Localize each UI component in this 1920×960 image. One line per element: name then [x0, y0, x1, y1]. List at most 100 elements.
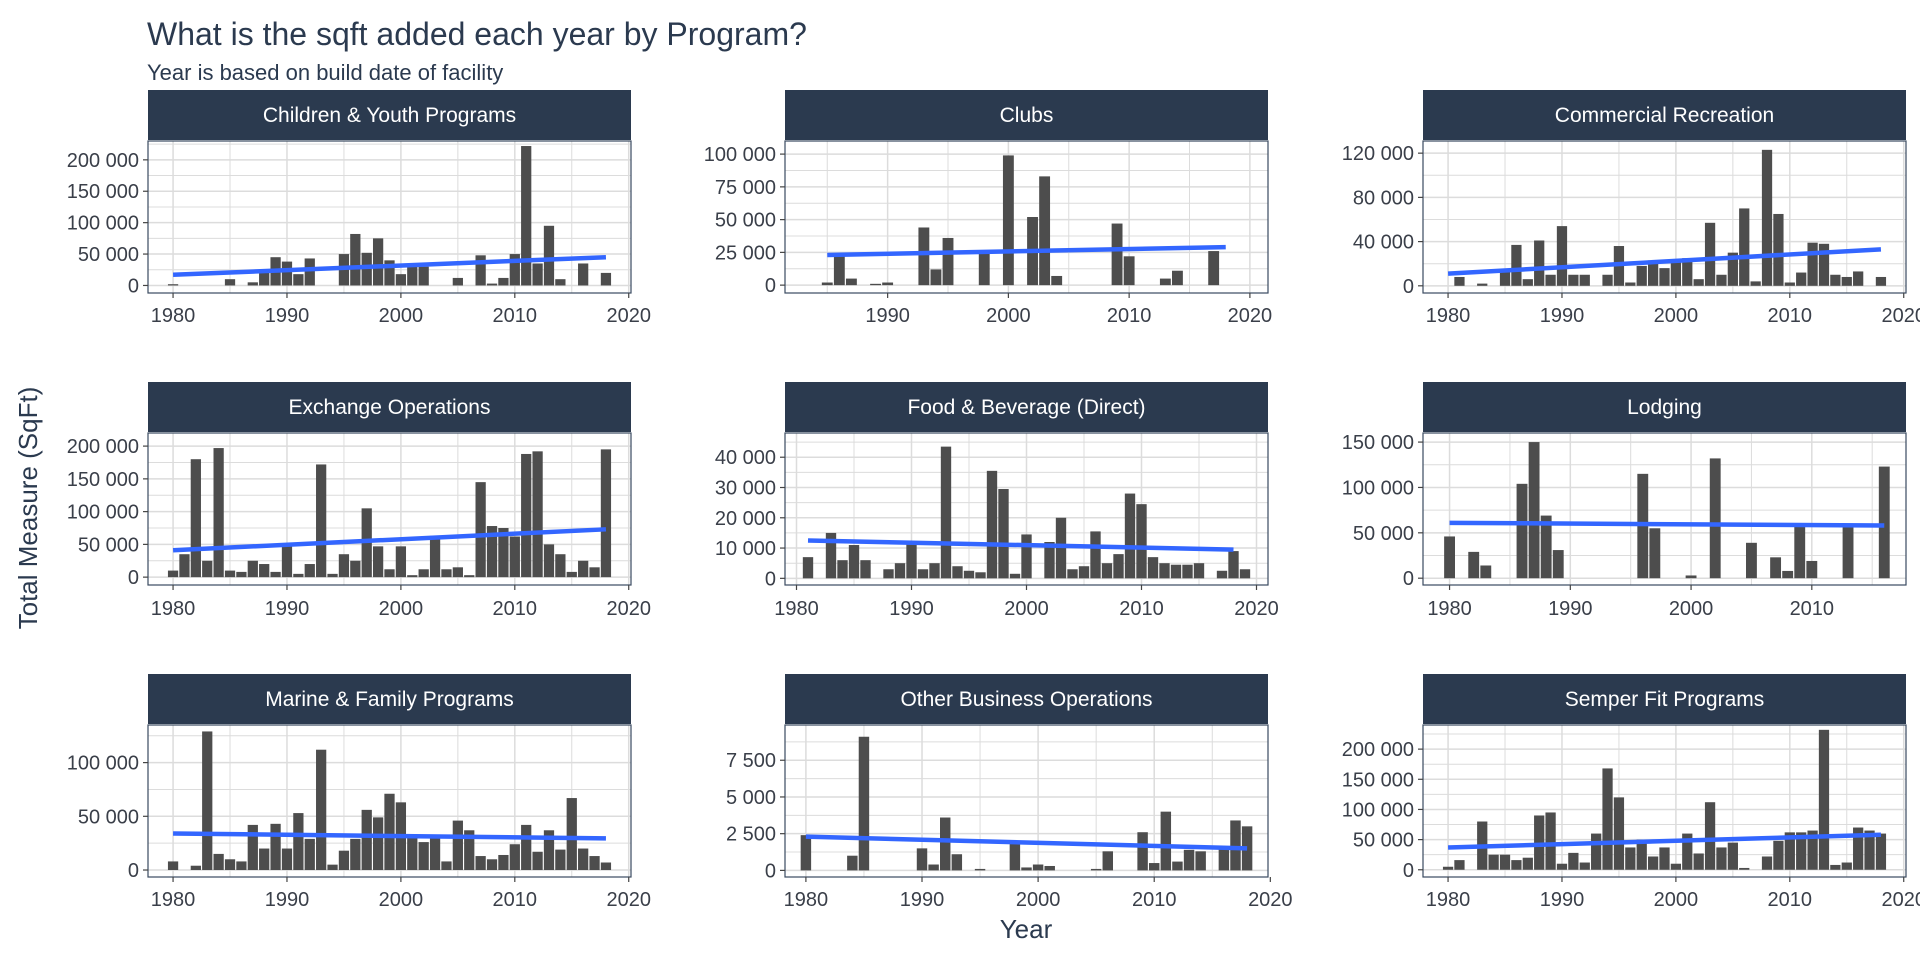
bar [928, 864, 939, 871]
bar [1796, 272, 1807, 286]
bar [1534, 240, 1545, 286]
bar [543, 225, 555, 286]
bar [1078, 566, 1090, 579]
bar [1761, 856, 1773, 870]
x-tick-label: 2000 [1016, 889, 1061, 911]
bar [1552, 550, 1564, 579]
bar [1591, 833, 1602, 870]
bar [1794, 526, 1806, 579]
bar [1009, 573, 1021, 579]
bar [327, 864, 338, 871]
bar [845, 278, 857, 286]
bar [1716, 847, 1727, 870]
bar [1704, 222, 1716, 286]
y-tick-label: 120 000 [1342, 143, 1414, 165]
bar [1137, 832, 1148, 871]
facet-panels: Children & Youth Programs 0 50 000 100 000 1… [67, 90, 1920, 911]
bar [1796, 832, 1807, 870]
bar [1682, 833, 1693, 870]
panel-border [784, 140, 1269, 294]
x-tick-label: 2010 [1768, 889, 1813, 911]
y-tick-label: 0 [1403, 276, 1414, 298]
bar [384, 569, 395, 578]
bar [986, 470, 998, 579]
bar [429, 535, 441, 578]
bar [521, 824, 532, 871]
bar [1216, 570, 1228, 579]
bar [1556, 863, 1568, 870]
bar [1172, 270, 1183, 286]
y-tick-label: 200 000 [67, 436, 139, 458]
bar [464, 830, 475, 871]
bar [1636, 839, 1647, 870]
panel-border [147, 432, 632, 586]
y-tick-label: 100 000 [704, 144, 776, 166]
bar [247, 824, 258, 871]
facet-panel: Children & Youth Programs 0 50 000 100 000 1… [67, 90, 651, 327]
bar [1136, 504, 1147, 579]
facet-panel: Marine & Family Programs 0 50 000 100 000 19… [67, 674, 651, 911]
bar [498, 277, 509, 286]
y-tick-label: 7 500 [726, 750, 776, 772]
bar [509, 536, 520, 578]
bar [1841, 862, 1852, 870]
bar [224, 859, 236, 871]
facet-strip [785, 674, 1268, 724]
y-tick-label: 0 [128, 860, 139, 882]
x-tick-label: 1980 [774, 598, 819, 620]
bar [202, 731, 213, 871]
bar [486, 526, 498, 578]
bar [407, 837, 418, 871]
y-tick-label: 100 000 [67, 753, 139, 775]
facet-strip [1423, 382, 1906, 432]
bar [600, 449, 612, 578]
bar [1444, 536, 1455, 579]
y-tick-label: 30 000 [715, 478, 776, 500]
bar [1208, 251, 1220, 286]
bar [281, 261, 293, 286]
bar [293, 573, 304, 578]
bar [361, 809, 372, 871]
panel-border [1422, 724, 1907, 878]
bar [1727, 842, 1738, 870]
y-tick-label: 10 000 [715, 538, 776, 560]
bar [1727, 252, 1738, 286]
bar [1090, 531, 1101, 579]
x-tick-label: 2010 [493, 889, 538, 911]
bar [475, 856, 486, 871]
x-tick-label: 2000 [1654, 889, 1699, 911]
bar [1183, 849, 1195, 871]
bar [1101, 563, 1113, 579]
y-tick-label: 150 000 [1342, 769, 1414, 791]
x-tick-label: 1990 [265, 598, 310, 620]
bar [882, 282, 894, 286]
bar [1511, 244, 1522, 286]
bar [1545, 274, 1556, 286]
y-tick-label: 150 000 [67, 469, 139, 491]
bar [509, 844, 520, 871]
panel-border [1422, 432, 1907, 586]
bar [1685, 575, 1697, 579]
bar [304, 564, 315, 578]
x-tick-label: 2010 [1119, 598, 1164, 620]
bar [1841, 276, 1852, 286]
bar [1522, 857, 1533, 870]
y-tick-label: 75 000 [715, 177, 776, 199]
bar [1784, 282, 1795, 286]
bar [224, 570, 236, 578]
x-tick-label: 2000 [379, 889, 424, 911]
y-tick-label: 25 000 [715, 242, 776, 264]
bar [1568, 852, 1579, 870]
bar [338, 554, 350, 578]
x-tick-label: 2000 [379, 598, 424, 620]
bar [1499, 269, 1511, 286]
bar [167, 861, 179, 871]
x-tick-label: 2000 [1654, 305, 1699, 327]
facet-panel: Clubs 0 25 000 50 000 75 000 100 000 1990 2000 2… [704, 90, 1272, 327]
bar [1761, 149, 1773, 286]
bar [532, 851, 543, 871]
bar [1625, 847, 1636, 870]
y-tick-label: 100 000 [67, 502, 139, 524]
trend-line [172, 254, 607, 278]
